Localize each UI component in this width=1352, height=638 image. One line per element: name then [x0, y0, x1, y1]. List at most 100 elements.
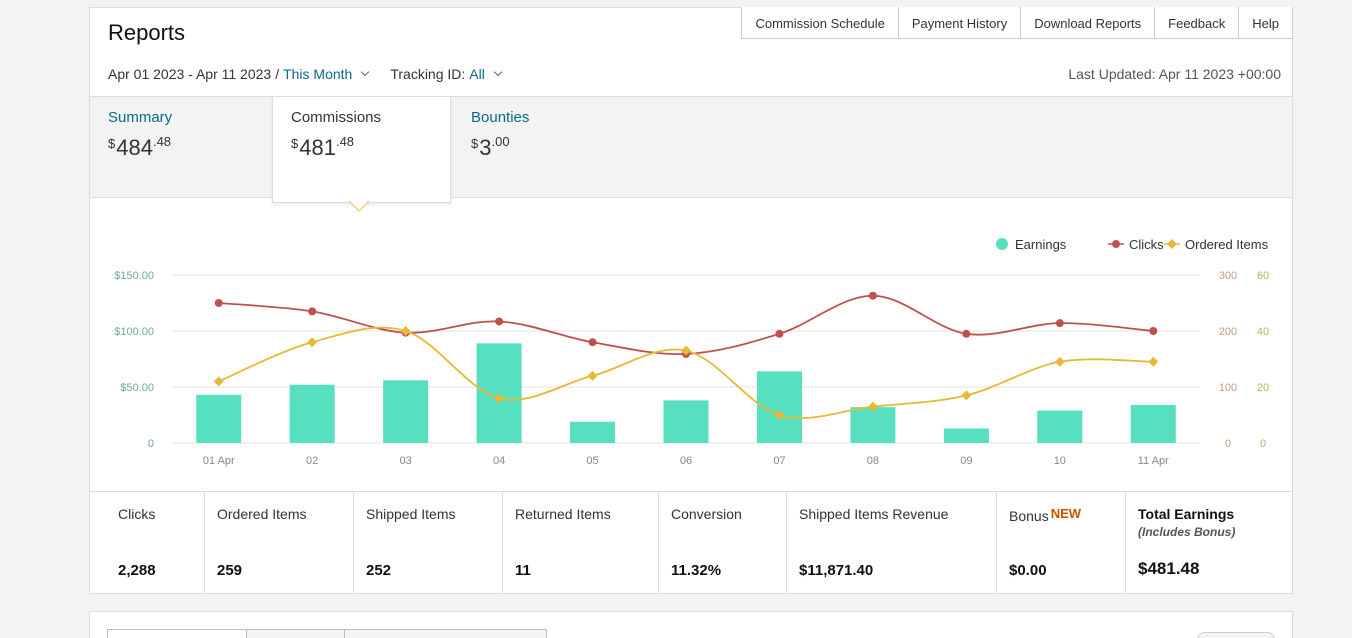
help-link[interactable]: Help — [1238, 7, 1292, 38]
earnings-bar — [476, 343, 522, 443]
clicks-point — [588, 338, 597, 347]
stat-shipped-revenue: Shipped Items Revenue $11,871.40 — [786, 492, 996, 594]
ordered-items-point — [213, 376, 224, 387]
legend-earnings-label: Earnings — [1015, 237, 1067, 252]
y-left-tick-label: $50.00 — [120, 382, 154, 394]
y-right-items-tick-label: 40 — [1257, 326, 1269, 338]
tab-summary[interactable]: Summary $484.48 — [90, 97, 272, 199]
x-tick-label: 03 — [400, 455, 412, 467]
x-tick-label: 06 — [680, 455, 692, 467]
page-title: Reports — [108, 20, 186, 45]
stat-ordered-items: Ordered Items 259 — [204, 492, 353, 594]
y-right-items-tick-label: 60 — [1257, 270, 1269, 282]
legend-ordered-items-marker — [1167, 239, 1177, 249]
ordered-items-point — [587, 370, 598, 381]
y-right-clicks-tick-label: 0 — [1225, 438, 1231, 450]
x-tick-label: 05 — [586, 455, 598, 467]
chevron-down-icon[interactable] — [493, 67, 503, 77]
reports-panel: Reports Commission Schedule Payment Hist… — [89, 7, 1293, 594]
stats-row: Clicks 2,288 Ordered Items 259 Shipped I… — [90, 491, 1292, 594]
filters-bar: Apr 01 2023 - Apr 11 2023 / This Month T… — [108, 66, 509, 82]
x-tick-label: 02 — [306, 455, 318, 467]
clicks-point — [962, 329, 971, 338]
tracking-id-dropdown[interactable]: All — [469, 66, 485, 82]
y-right-items-tick-label: 20 — [1257, 382, 1269, 394]
stat-shipped-items: Shipped Items 252 — [353, 492, 502, 594]
stat-total-earnings: Total Earnings (Includes Bonus) $481.48 — [1125, 492, 1292, 594]
tracking-label: Tracking ID: — [390, 66, 466, 82]
new-badge: NEW — [1050, 506, 1082, 521]
details-tab-2[interactable] — [247, 629, 345, 638]
chevron-down-icon[interactable] — [361, 67, 370, 77]
earnings-bar — [383, 380, 429, 443]
details-tabs — [107, 629, 547, 638]
clicks-point — [308, 307, 317, 316]
x-tick-label: 11 Apr — [1138, 455, 1169, 467]
x-tick-label: 09 — [960, 455, 972, 467]
tab-bounties-label: Bounties — [471, 109, 530, 126]
tab-commissions-label: Commissions — [291, 109, 382, 126]
tab-commissions[interactable]: Commissions $481.48 — [272, 97, 451, 203]
clicks-line — [218, 294, 1154, 356]
top-links: Commission Schedule Payment History Down… — [741, 7, 1293, 39]
x-tick-label: 08 — [867, 455, 879, 467]
tab-summary-label: Summary — [108, 109, 173, 126]
earnings-chart: 0 0 0 $50.00 100 20 $100.00 200 40 $150.00 300 60 01… — [114, 237, 1269, 467]
details-action-button[interactable] — [1197, 632, 1275, 638]
stat-conversion: Conversion 11.32% — [658, 492, 786, 594]
earnings-bar — [289, 384, 335, 443]
clicks-point — [1055, 319, 1064, 328]
y-left-tick-label: $150.00 — [114, 270, 154, 282]
earnings-bar — [1037, 410, 1083, 443]
stat-returned-items: Returned Items 11 — [502, 492, 658, 594]
legend-earnings-marker — [996, 238, 1008, 250]
y-left-tick-label: 0 — [148, 438, 154, 450]
ordered-items-point — [1148, 356, 1159, 367]
legend-clicks-label: Clicks — [1129, 237, 1164, 252]
clicks-point — [868, 291, 877, 300]
last-updated: Last Updated: Apr 11 2023 +00:00 — [1068, 66, 1281, 82]
details-panel — [89, 611, 1293, 638]
period-dropdown[interactable]: This Month — [283, 66, 353, 82]
feedback-link[interactable]: Feedback — [1154, 7, 1239, 38]
x-tick-label: 01 Apr — [203, 455, 235, 467]
commission-schedule-link[interactable]: Commission Schedule — [742, 7, 898, 38]
clicks-point — [495, 317, 504, 326]
active-tab-pointer-icon — [349, 201, 369, 212]
report-tabs: Summary $484.48 Commissions $481.48 Boun… — [90, 96, 1292, 203]
earnings-bar — [196, 394, 242, 443]
ordered-items-point — [1054, 356, 1065, 367]
clicks-point — [1149, 327, 1158, 335]
ordered-items-point — [681, 345, 691, 356]
earnings-bar — [850, 407, 896, 443]
date-range: Apr 01 2023 - Apr 11 2023 — [108, 66, 272, 82]
ordered-items-point — [307, 337, 318, 348]
ordered-items-point — [961, 390, 972, 401]
earnings-bar — [663, 400, 709, 443]
tab-commissions-amount: $481.48 — [291, 134, 355, 160]
ordered-items-point — [774, 410, 785, 420]
legend-ordered-items-label: Ordered Items — [1185, 237, 1269, 252]
earnings-bar — [1130, 404, 1176, 443]
clicks-point — [214, 299, 223, 307]
legend-clicks-marker — [1112, 240, 1120, 248]
tab-bounties-amount: $3.00 — [471, 134, 510, 160]
x-tick-label: 04 — [493, 455, 505, 467]
download-reports-link[interactable]: Download Reports — [1020, 7, 1155, 38]
details-tab-1[interactable] — [107, 629, 247, 638]
ordered-items-point — [867, 401, 878, 412]
stat-clicks: Clicks 2,288 — [118, 506, 156, 579]
y-right-clicks-tick-label: 100 — [1219, 382, 1237, 394]
details-tab-3[interactable] — [345, 629, 547, 638]
x-tick-label: 10 — [1054, 455, 1066, 467]
stat-bonus: Bonus NEW $0.00 — [996, 492, 1125, 594]
x-tick-label: 07 — [773, 455, 785, 467]
date-separator: / — [275, 66, 280, 82]
y-right-items-tick-label: 0 — [1260, 438, 1266, 450]
tab-bounties[interactable]: Bounties $3.00 — [453, 97, 633, 199]
payment-history-link[interactable]: Payment History — [897, 7, 1021, 38]
tab-summary-amount: $484.48 — [108, 134, 172, 160]
y-left-tick-label: $100.00 — [114, 326, 154, 338]
ordered-items-point — [494, 393, 505, 404]
earnings-bar — [570, 421, 616, 443]
